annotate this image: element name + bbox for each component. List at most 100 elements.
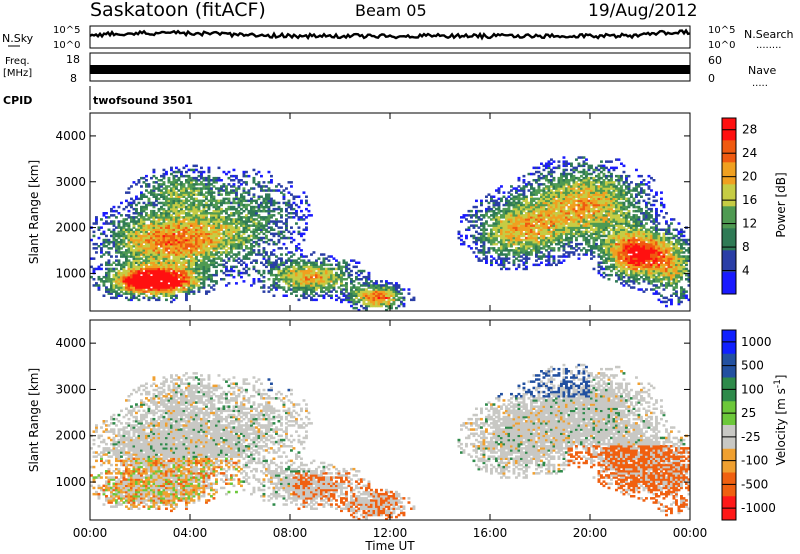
power-cell [202, 199, 206, 203]
power-cell [132, 265, 136, 269]
power-cell [540, 224, 543, 227]
power-cell [127, 271, 131, 275]
power-cell [197, 236, 201, 240]
power-cell [572, 205, 576, 209]
power-cell [505, 214, 508, 217]
power-cell [497, 205, 501, 209]
power-cell [157, 267, 161, 271]
power-cell [472, 224, 476, 227]
power-cell [200, 259, 203, 262]
power-cell [582, 232, 586, 236]
power-cell [567, 209, 571, 213]
power-cell [537, 189, 541, 192]
power-cell [567, 183, 571, 186]
power-cell [177, 230, 181, 234]
power-cell [385, 302, 388, 306]
power-cell [140, 224, 143, 227]
power-cell [262, 236, 266, 240]
power-cell [290, 265, 293, 269]
power-cell [277, 263, 281, 267]
power-cell [557, 216, 561, 219]
power-cell [255, 253, 258, 256]
power-cell [162, 183, 166, 186]
power-cell [107, 247, 111, 250]
power-cell [167, 251, 171, 254]
power-cell [142, 232, 146, 236]
power-cell [315, 267, 318, 271]
power-cell [297, 242, 301, 246]
power-cell [282, 230, 286, 234]
power-cell [275, 185, 278, 188]
power-cell [292, 197, 296, 201]
power-cell [302, 282, 306, 285]
power-cell [287, 203, 291, 207]
power-cell [215, 273, 218, 277]
power-cell [472, 240, 476, 244]
power-cell [315, 298, 318, 302]
power-cell [235, 222, 238, 225]
power-cell [342, 292, 346, 295]
power-cell [252, 187, 256, 190]
power-cell [185, 247, 188, 250]
power-cell [192, 257, 196, 260]
power-cell [470, 216, 473, 219]
power-cell [280, 259, 283, 262]
power-cell [165, 187, 168, 190]
power-cell [247, 228, 251, 231]
power-cell [110, 209, 113, 213]
power-cell [242, 261, 246, 264]
power-cell [547, 203, 551, 207]
power-cell [237, 179, 241, 182]
power-cell [187, 242, 191, 246]
power-cell [502, 257, 506, 260]
power-cell [185, 278, 188, 281]
power-cell [247, 273, 251, 277]
power-cell [490, 224, 493, 227]
power-cell [250, 218, 253, 221]
power-cell [565, 238, 568, 242]
power-cell [262, 249, 266, 252]
power-cell [550, 168, 553, 172]
power-cell [130, 240, 133, 244]
power-cell [317, 257, 321, 260]
power-cell [360, 269, 363, 273]
power-cell [142, 290, 146, 293]
power-cell [182, 280, 186, 283]
power-cell [552, 261, 556, 264]
power-cell [522, 249, 526, 252]
power-cell [200, 253, 203, 256]
power-cell [310, 261, 313, 264]
power-cell [265, 195, 268, 198]
power-cell [265, 240, 268, 244]
power-cell [117, 251, 121, 254]
power-cell [185, 275, 188, 279]
power-cell [180, 251, 183, 254]
power-cell [150, 255, 153, 258]
power-cell [272, 286, 276, 289]
power-cell [190, 181, 193, 184]
power-cell [117, 222, 121, 225]
power-cell [132, 282, 136, 285]
power-cell [197, 199, 201, 203]
power-cell [545, 259, 548, 262]
power-cell [230, 218, 233, 221]
power-cell [142, 209, 146, 213]
power-cell [142, 249, 146, 252]
power-cell [190, 222, 193, 225]
power-cell [520, 216, 523, 219]
power-cell [202, 278, 206, 281]
power-cell [562, 220, 566, 223]
power-cell [505, 201, 508, 205]
power-cell [155, 245, 158, 248]
power-cell [235, 238, 238, 242]
power-cell [192, 259, 196, 262]
power-cell [555, 193, 558, 196]
power-cell [577, 216, 581, 219]
power-cell [127, 224, 131, 227]
power-cell [307, 265, 311, 269]
power-cell [580, 205, 583, 209]
power-cell [165, 226, 168, 229]
power-cell [140, 284, 143, 287]
power-cell [215, 247, 218, 250]
power-cell [100, 232, 103, 236]
